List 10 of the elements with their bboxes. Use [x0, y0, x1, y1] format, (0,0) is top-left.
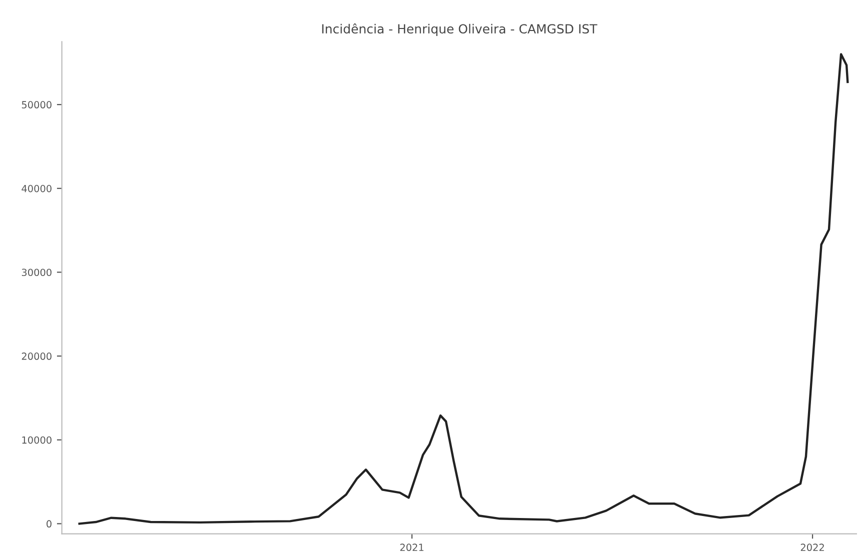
line-series — [78, 53, 849, 525]
y-tick-label: 20000 — [22, 352, 52, 360]
y-tick-label: 10000 — [22, 436, 52, 444]
x-tick-label: 2021 — [400, 544, 424, 552]
y-tick-label: 0 — [46, 520, 52, 528]
y-tick-label: 50000 — [22, 101, 52, 108]
y-tick-label: 40000 — [22, 184, 52, 192]
y-tick-label: 30000 — [22, 268, 52, 276]
chart-title: Incidência - Henrique Oliveira - CAMGSD IST — [322, 23, 598, 36]
x-tick-label: 2022 — [800, 544, 824, 552]
